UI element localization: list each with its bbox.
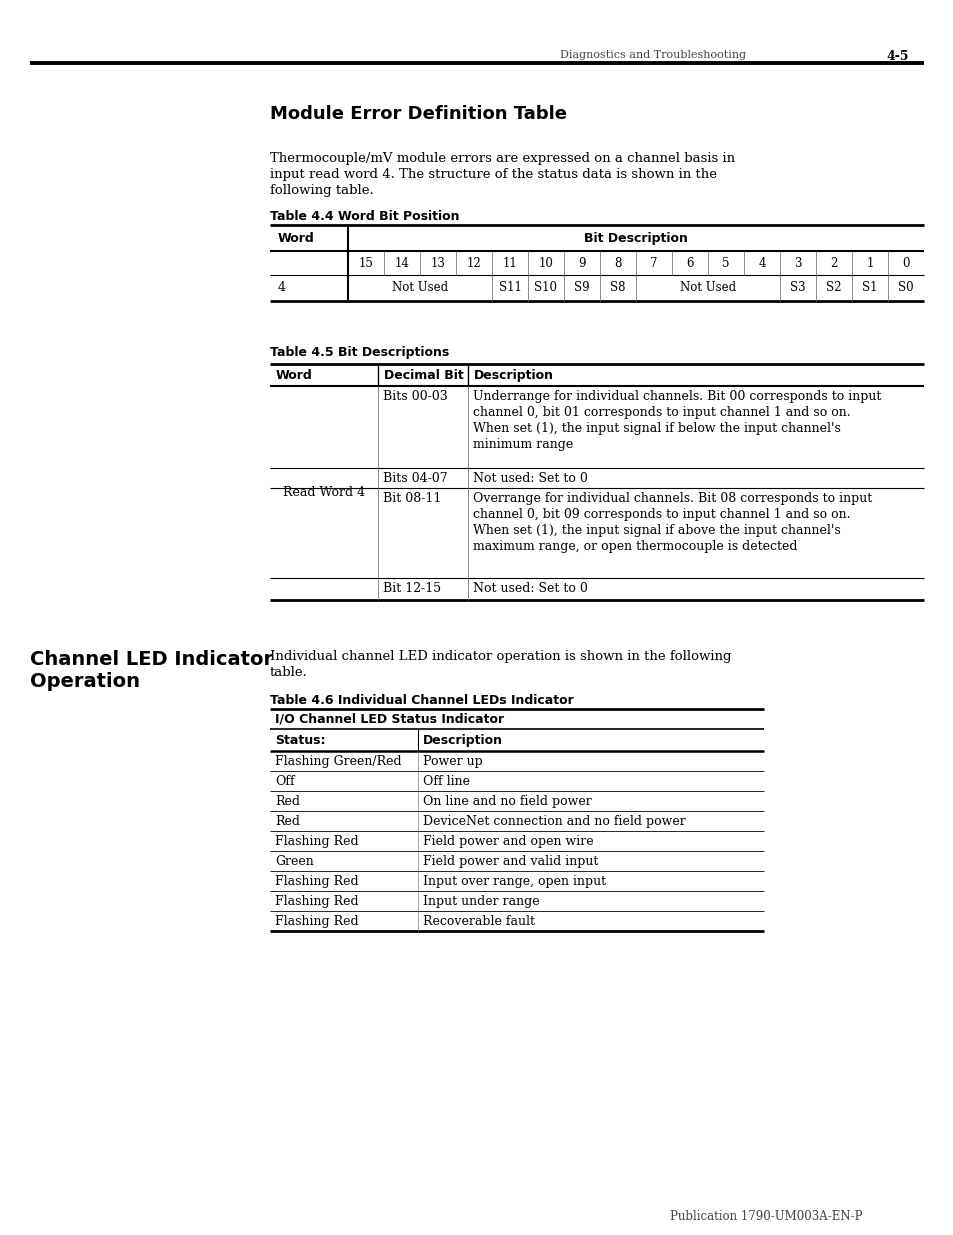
Text: S1: S1: [862, 282, 877, 294]
Text: S9: S9: [574, 282, 589, 294]
Text: Read Word 4: Read Word 4: [283, 487, 365, 499]
Text: 12: 12: [466, 257, 481, 270]
Text: Off: Off: [274, 776, 294, 788]
Text: I/O Channel LED Status Indicator: I/O Channel LED Status Indicator: [274, 713, 503, 726]
Text: Field power and valid input: Field power and valid input: [422, 855, 598, 868]
Text: 14: 14: [395, 257, 409, 270]
Text: Word: Word: [277, 232, 314, 245]
Text: 10: 10: [538, 257, 553, 270]
Text: Publication 1790-UM003A-EN-P: Publication 1790-UM003A-EN-P: [669, 1210, 862, 1223]
Text: Table 4.4 Word Bit Position: Table 4.4 Word Bit Position: [270, 210, 459, 224]
Text: Flashing Red: Flashing Red: [274, 895, 358, 908]
Text: 13: 13: [430, 257, 445, 270]
Text: Red: Red: [274, 795, 299, 808]
Text: 3: 3: [794, 257, 801, 270]
Text: 9: 9: [578, 257, 585, 270]
Text: Decimal Bit: Decimal Bit: [384, 369, 463, 382]
Text: DeviceNet connection and no field power: DeviceNet connection and no field power: [422, 815, 685, 827]
Text: Off line: Off line: [422, 776, 470, 788]
Text: Bits 04-07: Bits 04-07: [382, 472, 447, 485]
Text: Not used: Set to 0: Not used: Set to 0: [473, 582, 587, 595]
Text: Operation: Operation: [30, 672, 140, 692]
Text: Table 4.5 Bit Descriptions: Table 4.5 Bit Descriptions: [270, 346, 449, 359]
Text: S11: S11: [498, 282, 521, 294]
Text: following table.: following table.: [270, 184, 374, 198]
Text: 4-5: 4-5: [885, 49, 907, 63]
Text: 5: 5: [721, 257, 729, 270]
Text: Recoverable fault: Recoverable fault: [422, 915, 535, 927]
Text: table.: table.: [270, 666, 308, 679]
Text: Thermocouple/mV module errors are expressed on a channel basis in: Thermocouple/mV module errors are expres…: [270, 152, 735, 165]
Text: Channel LED Indicator: Channel LED Indicator: [30, 650, 273, 669]
Text: Status:: Status:: [274, 734, 325, 747]
Text: Bit Description: Bit Description: [583, 232, 687, 245]
Text: Power up: Power up: [422, 755, 482, 768]
Text: Not Used: Not Used: [392, 282, 448, 294]
Text: Red: Red: [274, 815, 299, 827]
Text: Input over range, open input: Input over range, open input: [422, 876, 605, 888]
Text: Flashing Red: Flashing Red: [274, 835, 358, 848]
Text: 8: 8: [614, 257, 621, 270]
Text: 4: 4: [277, 282, 286, 294]
Text: S2: S2: [825, 282, 841, 294]
Text: Overrange for individual channels. Bit 08 corresponds to input
channel 0, bit 09: Overrange for individual channels. Bit 0…: [473, 492, 871, 553]
Text: Word: Word: [275, 369, 313, 382]
Text: Not Used: Not Used: [679, 282, 736, 294]
Text: Underrange for individual channels. Bit 00 corresponds to input
channel 0, bit 0: Underrange for individual channels. Bit …: [473, 390, 881, 451]
Text: Not used: Set to 0: Not used: Set to 0: [473, 472, 587, 485]
Text: Individual channel LED indicator operation is shown in the following: Individual channel LED indicator operati…: [270, 650, 731, 663]
Text: 11: 11: [502, 257, 517, 270]
Text: Bit 08-11: Bit 08-11: [382, 492, 441, 505]
Text: Flashing Red: Flashing Red: [274, 915, 358, 927]
Text: On line and no field power: On line and no field power: [422, 795, 591, 808]
Text: Green: Green: [274, 855, 314, 868]
Text: 0: 0: [902, 257, 909, 270]
Text: S0: S0: [897, 282, 913, 294]
Text: Flashing Red: Flashing Red: [274, 876, 358, 888]
Text: 7: 7: [650, 257, 657, 270]
Text: Bits 00-03: Bits 00-03: [382, 390, 447, 403]
Text: 2: 2: [829, 257, 837, 270]
Text: Flashing Green/Red: Flashing Green/Red: [274, 755, 401, 768]
Text: Description: Description: [474, 369, 554, 382]
Text: 1: 1: [865, 257, 873, 270]
Text: S8: S8: [610, 282, 625, 294]
Text: Field power and open wire: Field power and open wire: [422, 835, 593, 848]
Text: S3: S3: [789, 282, 805, 294]
Text: S10: S10: [534, 282, 557, 294]
Text: 15: 15: [358, 257, 373, 270]
Text: 4: 4: [758, 257, 765, 270]
Text: Diagnostics and Troubleshooting: Diagnostics and Troubleshooting: [559, 49, 745, 61]
Text: Input under range: Input under range: [422, 895, 539, 908]
Text: Description: Description: [422, 734, 502, 747]
Text: 6: 6: [685, 257, 693, 270]
Text: Bit 12-15: Bit 12-15: [382, 582, 440, 595]
Text: Module Error Definition Table: Module Error Definition Table: [270, 105, 566, 124]
Text: Table 4.6 Individual Channel LEDs Indicator: Table 4.6 Individual Channel LEDs Indica…: [270, 694, 573, 706]
Text: input read word 4. The structure of the status data is shown in the: input read word 4. The structure of the …: [270, 168, 717, 182]
